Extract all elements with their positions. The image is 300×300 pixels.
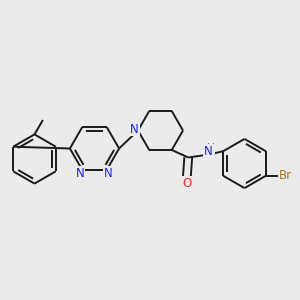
Text: N: N xyxy=(75,167,84,180)
Text: O: O xyxy=(182,177,191,190)
Text: H: H xyxy=(207,143,214,153)
Text: N: N xyxy=(204,145,213,158)
Text: N: N xyxy=(104,167,113,180)
Text: N: N xyxy=(130,122,139,136)
Text: Br: Br xyxy=(279,169,292,182)
